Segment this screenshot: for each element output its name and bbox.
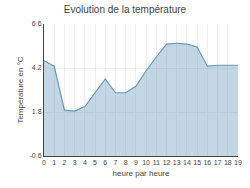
svg-text:8: 8 [124,159,128,166]
svg-text:4.2: 4.2 [32,64,42,71]
svg-text:15: 15 [193,159,201,166]
svg-text:10: 10 [142,159,150,166]
svg-text:6.6: 6.6 [32,20,42,27]
svg-text:-0.6: -0.6 [30,152,42,159]
svg-text:Température en °C: Température en °C [16,56,25,123]
svg-text:0: 0 [42,159,46,166]
svg-text:3: 3 [73,159,77,166]
svg-text:7: 7 [114,159,118,166]
svg-text:14: 14 [183,159,191,166]
svg-text:17: 17 [214,159,222,166]
svg-text:9: 9 [134,159,138,166]
svg-text:12: 12 [163,159,171,166]
svg-text:19: 19 [234,159,242,166]
svg-text:11: 11 [153,159,160,166]
svg-text:16: 16 [203,159,211,166]
svg-text:Evolution de la température: Evolution de la température [64,4,187,15]
svg-text:2: 2 [62,159,66,166]
svg-text:6: 6 [103,159,107,166]
svg-text:4: 4 [83,159,87,166]
svg-text:13: 13 [173,159,181,166]
svg-text:18: 18 [224,159,232,166]
svg-text:5: 5 [93,159,97,166]
svg-text:1: 1 [52,159,56,166]
svg-text:heure par heure: heure par heure [113,169,170,178]
svg-text:1.8: 1.8 [32,108,42,115]
